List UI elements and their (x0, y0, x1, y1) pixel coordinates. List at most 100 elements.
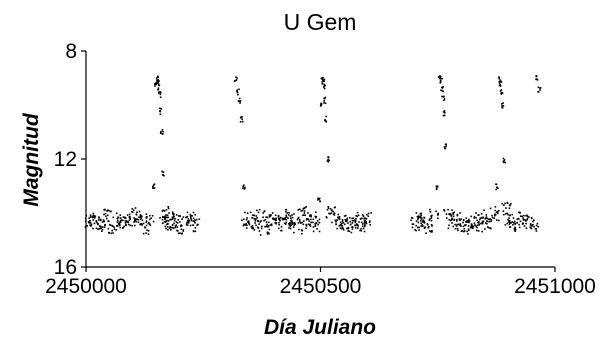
data-point (363, 220, 366, 223)
data-point (323, 102, 325, 104)
data-point (420, 225, 423, 227)
data-point (495, 211, 498, 213)
data-point (321, 83, 324, 85)
data-point (521, 215, 523, 218)
data-point (174, 226, 177, 229)
data-point (362, 227, 365, 230)
data-point (508, 214, 511, 217)
data-point (153, 183, 156, 185)
data-point (510, 203, 512, 205)
data-point (445, 145, 447, 147)
data-point (494, 209, 497, 212)
data-point (190, 219, 193, 222)
data-point (181, 232, 183, 235)
data-point (118, 224, 121, 227)
data-point (263, 210, 266, 212)
data-point (351, 219, 354, 222)
data-point (477, 230, 480, 232)
data-point (254, 220, 257, 222)
data-point (425, 232, 427, 234)
data-point (123, 225, 125, 228)
data-point (109, 210, 112, 213)
data-point (484, 228, 486, 230)
data-point (490, 227, 492, 230)
data-point (165, 227, 167, 230)
data-point (326, 160, 329, 162)
data-point (437, 213, 439, 215)
data-point (137, 218, 140, 221)
data-point (316, 228, 318, 230)
data-point (323, 87, 326, 90)
data-point (448, 218, 451, 221)
data-point (267, 225, 270, 228)
data-point (506, 201, 509, 204)
data-point (89, 222, 92, 224)
data-point (426, 223, 429, 225)
data-point (133, 209, 135, 211)
data-point (445, 143, 447, 146)
data-point (473, 217, 475, 219)
data-point (423, 226, 426, 229)
data-point (304, 214, 306, 216)
data-point (451, 217, 453, 220)
data-point (154, 83, 156, 85)
data-point (89, 214, 92, 217)
data-point (155, 77, 158, 79)
data-point (486, 222, 488, 225)
data-point (317, 197, 319, 200)
data-point (302, 223, 305, 226)
data-point (180, 225, 183, 227)
data-point (431, 225, 433, 227)
data-point (471, 225, 474, 227)
data-point (174, 225, 177, 227)
data-point (189, 213, 192, 216)
data-point (487, 226, 489, 228)
data-point (129, 218, 132, 220)
data-point (335, 223, 337, 225)
data-point (305, 227, 307, 230)
data-point (278, 222, 280, 224)
data-point (156, 80, 158, 82)
data-point (338, 218, 341, 221)
data-point (288, 227, 290, 229)
data-point (180, 228, 183, 231)
data-point (327, 206, 330, 208)
data-point (161, 222, 164, 225)
data-point (175, 221, 178, 223)
data-point (251, 227, 253, 229)
data-point (140, 223, 143, 225)
data-point (499, 79, 502, 81)
data-point (431, 229, 433, 232)
data-point (352, 226, 354, 228)
data-point (516, 218, 519, 220)
data-point (239, 102, 241, 104)
data-point (162, 171, 165, 174)
data-point (104, 208, 106, 211)
data-point (128, 219, 131, 222)
data-point (100, 225, 102, 228)
data-point (187, 222, 190, 224)
data-point (420, 220, 422, 222)
data-point (96, 221, 98, 224)
data-point (501, 106, 503, 109)
data-point (319, 200, 321, 202)
data-point (163, 174, 165, 177)
data-point (285, 219, 288, 221)
data-point (460, 225, 462, 227)
data-point (364, 224, 366, 226)
data-point (357, 225, 359, 227)
data-point (323, 98, 326, 100)
data-point (289, 227, 292, 230)
data-point (500, 93, 503, 95)
data-point (136, 211, 138, 213)
data-point (421, 224, 424, 226)
data-point (517, 217, 520, 220)
data-point (364, 217, 366, 219)
data-point (299, 222, 302, 224)
data-point (108, 209, 110, 212)
data-point (124, 220, 127, 222)
data-point (129, 224, 132, 227)
data-point (289, 215, 292, 217)
data-point (179, 221, 181, 223)
data-point (274, 214, 277, 217)
